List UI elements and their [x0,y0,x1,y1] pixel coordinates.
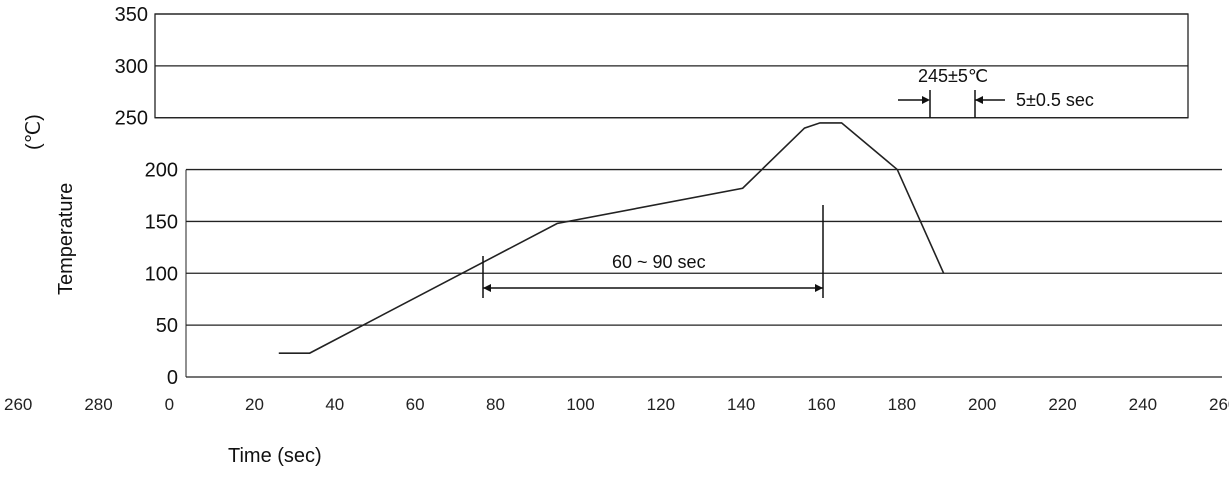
upper-plot-frame [154,13,1189,119]
y-axis-unit: (℃) [23,114,45,150]
x-tick-label: 20 [245,395,264,414]
peak-annotation: 245±5℃ 5±0.5 sec [898,66,1094,118]
gridlines [154,13,1222,378]
y-tick-label: 150 [145,211,178,233]
soak-time-label: 60 ~ 90 sec [612,252,706,272]
y-tick-labels: 0 50 100 150 200 250 300 350 [115,4,178,389]
soak-annotation: 60 ~ 90 sec [482,205,824,298]
x-tick-label: 40 [325,395,344,414]
x-tick-label: 280 [84,395,112,414]
y-tick-label: 250 [115,108,148,130]
y-tick-label: 300 [115,56,148,78]
x-tick-label: 200 [968,395,996,414]
x-tick-label: 120 [647,395,675,414]
x-tick-label: 260 [1209,395,1229,414]
y-tick-label: 50 [156,315,178,337]
y-tick-label: 200 [145,160,178,182]
y-tick-label: 350 [115,4,148,26]
x-tick-label: 100 [566,395,594,414]
x-tick-label: 160 [807,395,835,414]
y-axis-label: Temperature [55,183,77,295]
x-tick-label: 0 [165,395,174,414]
x-tick-label: 260 [4,395,32,414]
series-line-0 [278,122,945,354]
y-tick-label: 0 [167,367,178,389]
x-tick-label: 80 [486,395,505,414]
x-tick-label: 220 [1048,395,1076,414]
y-tick-label: 100 [145,263,178,285]
x-tick-label: 60 [406,395,425,414]
peak-temp-label: 245±5℃ [918,66,988,86]
x-tick-label: 180 [888,395,916,414]
series-layer [278,122,945,354]
x-tick-label: 240 [1129,395,1157,414]
peak-time-label: 5±0.5 sec [1016,90,1094,110]
x-tick-labels: 260 280 0 20 40 60 80 100 120 140 160 180 200 220 240 2… [4,395,1229,414]
x-axis-label: Time (sec) [228,445,322,467]
x-tick-label: 140 [727,395,755,414]
